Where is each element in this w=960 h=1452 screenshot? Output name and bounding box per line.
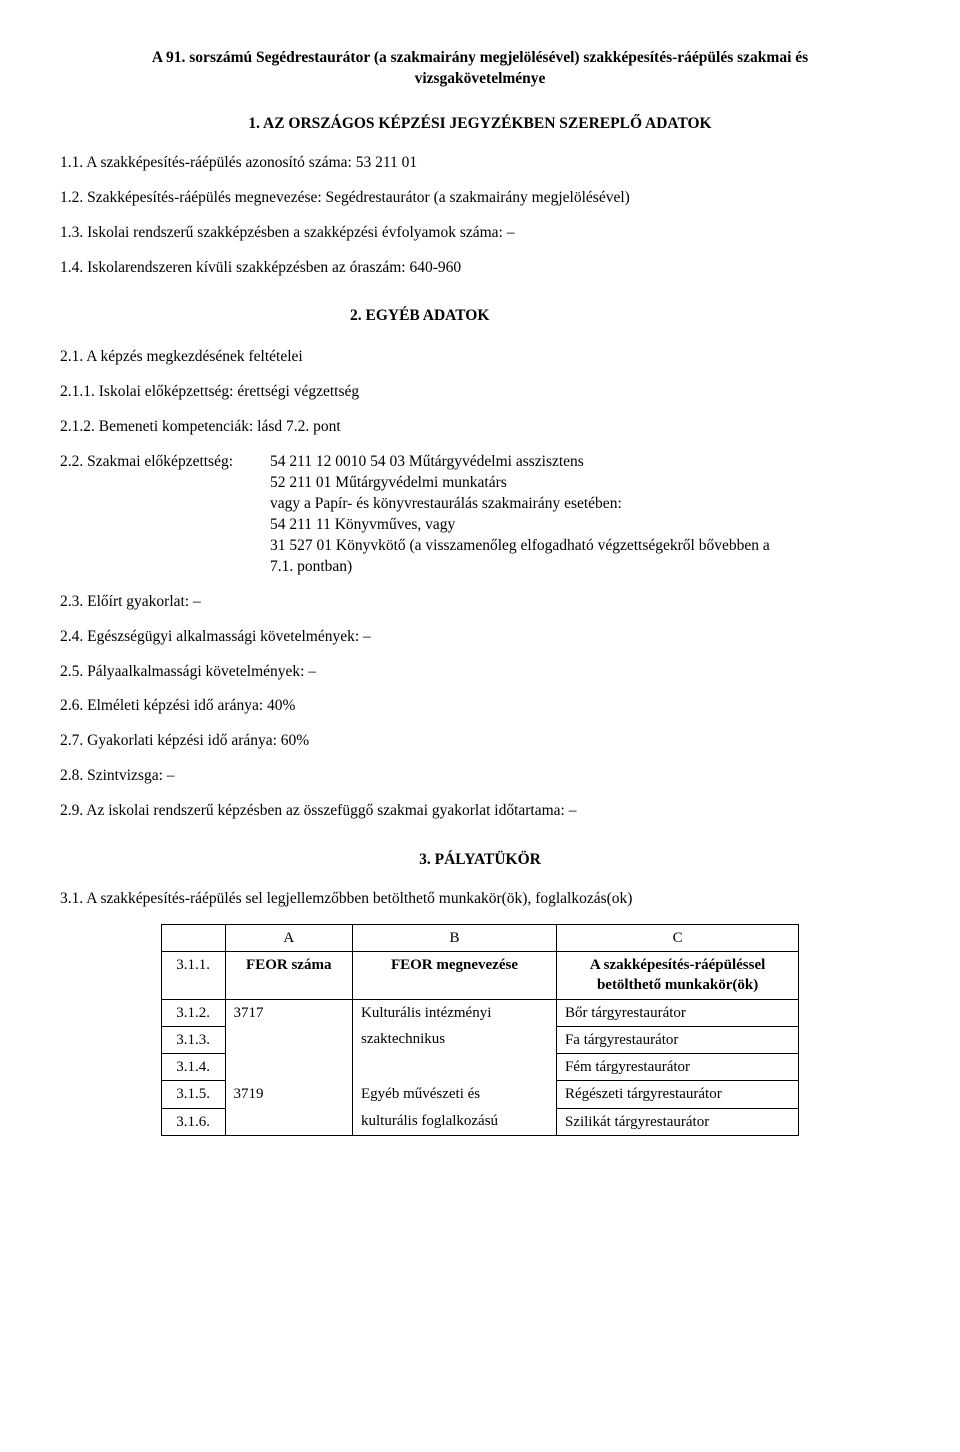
cell-fa: Fa tárgyrestaurátor xyxy=(556,1026,798,1053)
p22-line-4: 54 211 11 Könyvműves, vagy xyxy=(270,515,900,536)
section-2-heading: 2. EGYÉB ADATOK xyxy=(350,306,900,327)
cell-kulturalis-1: Kulturális intézményi xyxy=(353,999,557,1026)
para-2-3: 2.3. Előírt gyakorlat: – xyxy=(60,592,900,613)
p22-line-5: 31 527 01 Könyvkötő (a visszamenőleg elf… xyxy=(270,536,900,557)
cell-empty xyxy=(225,1054,352,1081)
table-row: 3.1.1. FEOR száma FEOR megnevezése A sza… xyxy=(161,952,798,1000)
table-row: 3.1.5. 3719 Egyéb művészeti és Régészeti… xyxy=(161,1081,798,1108)
title-line-2: vizsgakövetelménye xyxy=(415,70,546,87)
para-3-1: 3.1. A szakképesítés-ráépülés sel legjel… xyxy=(60,889,900,910)
para-1-2: 1.2. Szakképesítés-ráépülés megnevezése:… xyxy=(60,188,900,209)
table-row: 3.1.2. 3717 Kulturális intézményi Bőr tá… xyxy=(161,999,798,1026)
section-1-heading: 1. AZ ORSZÁGOS KÉPZÉSI JEGYZÉKBEN SZEREP… xyxy=(60,114,900,135)
para-2-1-1: 2.1.1. Iskolai előképzettség: érettségi … xyxy=(60,382,900,403)
para-2-2-label: 2.2. Szakmai előképzettség: xyxy=(60,452,270,578)
para-2-5: 2.5. Pályaalkalmassági követelmények: – xyxy=(60,662,900,683)
para-2-2-row: 2.2. Szakmai előképzettség: 54 211 12 00… xyxy=(60,452,900,578)
p22-line-6: 7.1. pontban) xyxy=(270,557,900,578)
title-line-1: A 91. sorszámú Segédrestaurátor (a szakm… xyxy=(152,49,808,66)
para-1-4: 1.4. Iskolarendszeren kívüli szakképzésb… xyxy=(60,258,900,279)
p22-line-3: vagy a Papír- és könyvrestaurálás szakma… xyxy=(270,494,900,515)
table-row: A B C xyxy=(161,924,798,951)
p22-line-2: 52 211 01 Műtárgyvédelmi munkatárs xyxy=(270,473,900,494)
para-1-1: 1.1. A szakképesítés-ráépülés azonosító … xyxy=(60,153,900,174)
col-a-head: A xyxy=(225,924,352,951)
para-2-6: 2.6. Elméleti képzési idő aránya: 40% xyxy=(60,696,900,717)
row-num: 3.1.3. xyxy=(161,1026,225,1053)
para-2-4: 2.4. Egészségügyi alkalmassági követelmé… xyxy=(60,627,900,648)
section-3-heading: 3. PÁLYATÜKÖR xyxy=(60,850,900,871)
table-row: 3.1.4. Fém tárgyrestaurátor xyxy=(161,1054,798,1081)
p22-line-1: 54 211 12 0010 54 03 Műtárgyvédelmi assz… xyxy=(270,452,900,473)
document-title: A 91. sorszámú Segédrestaurátor (a szakm… xyxy=(60,48,900,90)
para-2-9: 2.9. Az iskolai rendszerű képzésben az ö… xyxy=(60,801,900,822)
row-num: 3.1.2. xyxy=(161,999,225,1026)
cell-bor: Bőr tárgyrestaurátor xyxy=(556,999,798,1026)
col-b-head: B xyxy=(353,924,557,951)
row-num: 3.1.1. xyxy=(161,952,225,1000)
row-num: 3.1.4. xyxy=(161,1054,225,1081)
cell-feor-3717: 3717 xyxy=(225,999,352,1026)
para-2-1-2: 2.1.2. Bemeneti kompetenciák: lásd 7.2. … xyxy=(60,417,900,438)
cell-empty xyxy=(225,1026,352,1053)
cell-szilikat: Szilikát tárgyrestaurátor xyxy=(556,1108,798,1135)
cell-empty xyxy=(225,1108,352,1135)
cell-egyeb-1: Egyéb művészeti és xyxy=(353,1081,557,1108)
para-2-1: 2.1. A képzés megkezdésének feltételei xyxy=(60,347,900,368)
feor-table: A B C 3.1.1. FEOR száma FEOR megnevezése… xyxy=(161,924,799,1136)
cell-egyeb-2: kulturális foglalkozású xyxy=(353,1108,557,1135)
table-row: 3.1.6. kulturális foglalkozású Szilikát … xyxy=(161,1108,798,1135)
cell-kulturalis-2: szaktechnikus xyxy=(353,1026,557,1053)
row-num: 3.1.6. xyxy=(161,1108,225,1135)
para-2-2-value: 54 211 12 0010 54 03 Műtárgyvédelmi assz… xyxy=(270,452,900,578)
cell-empty xyxy=(353,1054,557,1081)
para-2-8: 2.8. Szintvizsga: – xyxy=(60,766,900,787)
cell-feor-3719: 3719 xyxy=(225,1081,352,1108)
cell-feor-szama: FEOR száma xyxy=(225,952,352,1000)
table-row: 3.1.3. szaktechnikus Fa tárgyrestaurátor xyxy=(161,1026,798,1053)
para-1-3: 1.3. Iskolai rendszerű szakképzésben a s… xyxy=(60,223,900,244)
col-c-head: C xyxy=(556,924,798,951)
row-num: 3.1.5. xyxy=(161,1081,225,1108)
cell-regeszeti: Régészeti tárgyrestaurátor xyxy=(556,1081,798,1108)
cell-feor-megnevezese: FEOR megnevezése xyxy=(353,952,557,1000)
para-2-7: 2.7. Gyakorlati képzési idő aránya: 60% xyxy=(60,731,900,752)
cell-munkakor-head: A szakképesítés-ráépüléssel betölthető m… xyxy=(556,952,798,1000)
cell-fem: Fém tárgyrestaurátor xyxy=(556,1054,798,1081)
